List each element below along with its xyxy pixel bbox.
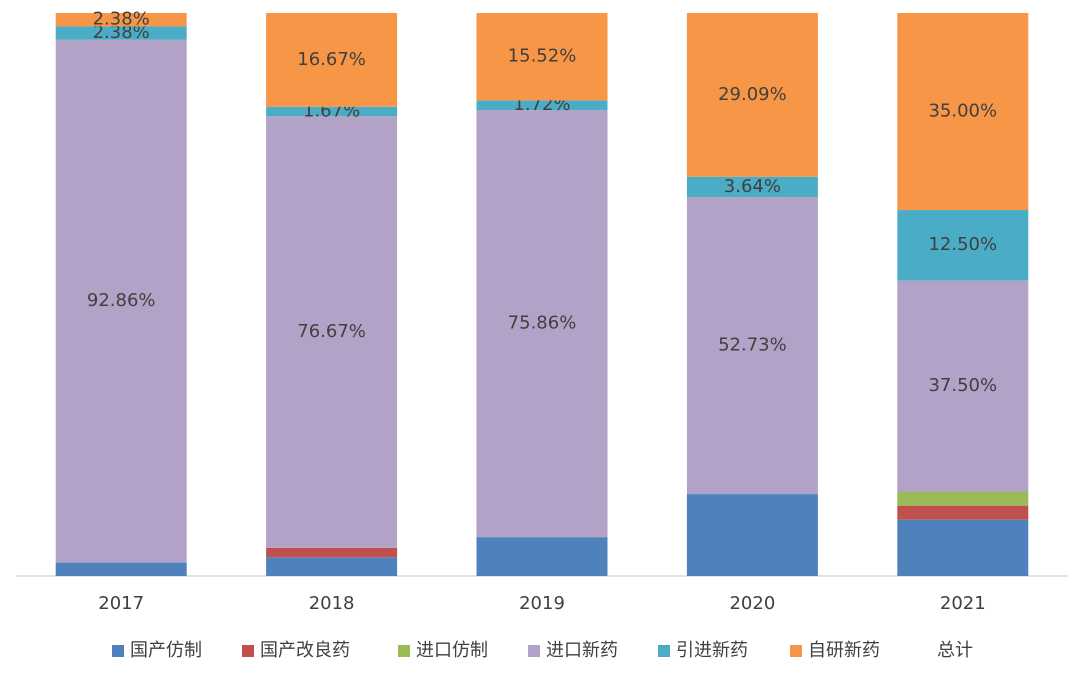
bar-segment	[897, 519, 1029, 576]
legend-label: 进口新药	[546, 640, 618, 661]
bar-segment	[476, 110, 608, 538]
data-label: 52.73%	[718, 335, 787, 356]
legend-label: 总计	[937, 640, 973, 661]
bar-segment	[476, 13, 608, 101]
data-label: 2.38%	[93, 9, 150, 30]
bar-segment	[266, 547, 398, 558]
x-tick-label: 2021	[940, 593, 986, 614]
bar-segment	[55, 562, 187, 576]
legend-label: 国产改良药	[260, 640, 350, 661]
data-label: 15.52%	[508, 46, 577, 67]
legend-marker	[112, 645, 124, 657]
data-label: 3.64%	[724, 176, 781, 197]
data-label: 2.38%	[93, 22, 150, 43]
bar-segment	[897, 13, 1029, 211]
bar-segment	[686, 197, 818, 495]
bar-segment	[897, 491, 1029, 506]
legend-marker	[398, 645, 410, 657]
bar-segment	[266, 557, 398, 576]
bar-segment	[55, 13, 187, 27]
data-label: 35.00%	[928, 101, 997, 122]
x-tick-label: 2020	[729, 593, 775, 614]
bar-segment	[266, 116, 398, 548]
legend-marker	[658, 645, 670, 657]
data-label: 12.50%	[928, 234, 997, 255]
bar-segment	[686, 176, 818, 198]
data-label: 37.50%	[928, 375, 997, 396]
data-label: 76.67%	[297, 321, 366, 342]
data-label: 29.09%	[718, 84, 787, 105]
data-label: 92.86%	[87, 290, 156, 311]
bar-segment	[686, 494, 818, 576]
x-tick-label: 2017	[98, 593, 144, 614]
data-label: 16.67%	[297, 49, 366, 70]
legend-label: 国产仿制	[130, 640, 202, 661]
bar-segment	[55, 39, 187, 563]
legend-marker	[790, 645, 802, 657]
bar-segment	[897, 280, 1029, 492]
bar-segment	[55, 26, 187, 40]
bar-segment	[476, 100, 608, 111]
legend-label: 进口仿制	[416, 640, 488, 661]
legend-label: 自研新药	[808, 640, 880, 661]
x-tick-label: 2018	[309, 593, 355, 614]
bar-segment	[266, 12, 398, 107]
legend-marker	[528, 645, 540, 657]
bar-segment	[897, 505, 1029, 520]
legend-marker	[242, 645, 254, 657]
legend-label: 引进新药	[676, 640, 748, 661]
data-label: 75.86%	[508, 313, 577, 334]
bar-segment	[476, 537, 608, 576]
bar-segment	[686, 12, 818, 177]
bar-segment	[897, 210, 1029, 281]
bar-segment	[266, 106, 398, 117]
x-tick-label: 2019	[519, 593, 565, 614]
